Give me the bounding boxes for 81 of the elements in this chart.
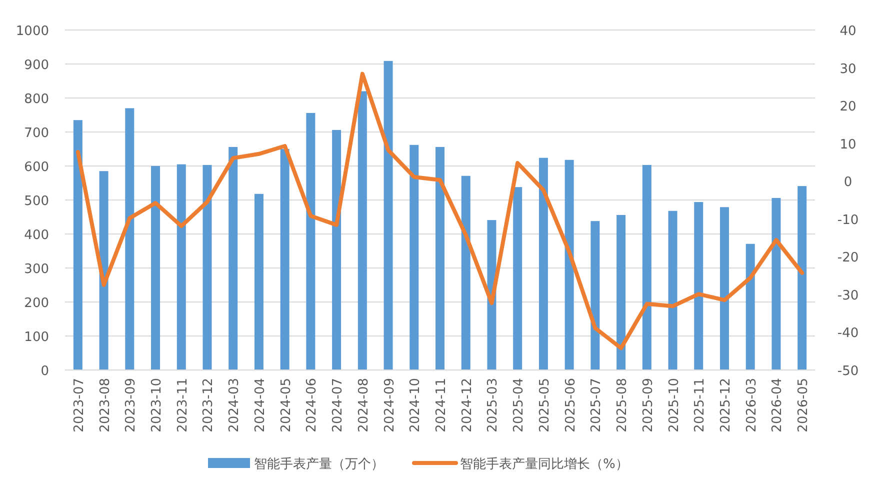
bar <box>668 210 678 370</box>
x-tick-label: 2025-03 <box>486 378 501 432</box>
y2-tick-label: -40 <box>837 326 859 342</box>
bar <box>202 164 212 370</box>
x-tick-label: 2023-10 <box>150 378 165 432</box>
y-tick-label: 900 <box>24 58 49 73</box>
x-tick-label: 2025-07 <box>589 378 604 432</box>
y-tick-label: 600 <box>24 160 49 175</box>
bar <box>564 160 574 370</box>
bar <box>694 202 704 370</box>
x-tick-label: 2026-05 <box>796 378 812 432</box>
bar <box>73 120 82 370</box>
bar <box>798 186 807 370</box>
legend-label: 智能手表产量同比增长（%） <box>460 457 628 472</box>
x-tick-label: 2023-12 <box>201 378 216 432</box>
bar <box>590 221 600 370</box>
y-tick-label: 800 <box>24 92 49 107</box>
x-tick-label: 2025-08 <box>615 378 630 432</box>
x-tick-label: 2023-08 <box>98 378 113 432</box>
y2-tick-label: 30 <box>840 62 856 77</box>
x-tick-label: 2026-03 <box>744 378 760 432</box>
bar <box>151 166 160 370</box>
bar <box>332 130 342 370</box>
bar <box>125 108 134 370</box>
bar <box>720 207 729 370</box>
bar <box>513 187 522 370</box>
x-tick-label: 2025-05 <box>537 378 552 432</box>
bar <box>746 244 755 370</box>
bar <box>642 164 652 370</box>
x-tick-label: 2024-03 <box>227 378 242 432</box>
y-tick-label: 300 <box>24 262 49 277</box>
x-tick-label: 2026-04 <box>770 378 786 432</box>
bar <box>538 158 548 370</box>
bar <box>254 194 264 370</box>
x-tick-label: 2025-12 <box>718 378 734 432</box>
x-tick-label: 2023-09 <box>124 378 139 432</box>
y-tick-label: 400 <box>24 228 49 243</box>
x-tick-label: 2024-10 <box>408 378 424 432</box>
y-tick-label: 100 <box>24 330 49 345</box>
x-tick-label: 2024-04 <box>252 378 268 432</box>
bar <box>461 176 470 370</box>
y-tick-label: 1000 <box>16 24 49 39</box>
bar <box>99 171 108 370</box>
x-tick-label: 2024-08 <box>356 378 372 432</box>
bar <box>306 112 316 370</box>
y2-tick-label: 0 <box>844 175 852 190</box>
x-tick-label: 2024-06 <box>304 378 320 432</box>
bar <box>358 91 367 370</box>
x-tick-label: 2024-11 <box>434 378 449 432</box>
bar <box>772 198 781 370</box>
x-tick-label: 2025-09 <box>640 378 656 432</box>
x-tick-label: 2025-04 <box>512 378 527 432</box>
x-tick-label: 2024-05 <box>278 378 294 432</box>
x-tick-label: 2024-09 <box>382 378 398 432</box>
bar <box>616 214 626 370</box>
x-tick-label: 2024-12 <box>460 378 475 432</box>
y2-tick-label: -50 <box>837 364 859 379</box>
x-tick-label: 2023-07 <box>72 378 87 432</box>
y2-tick-label: 40 <box>840 24 856 39</box>
y2-tick-label: -10 <box>837 212 859 228</box>
bar <box>410 144 419 370</box>
y2-tick-label: -30 <box>837 288 859 304</box>
bar <box>176 164 186 370</box>
bar <box>228 146 238 370</box>
y-tick-label: 500 <box>24 194 49 209</box>
line-series <box>76 72 804 350</box>
x-tick-label: 2025-11 <box>692 378 708 432</box>
x-tick-label: 2023-11 <box>175 378 190 432</box>
bar <box>436 146 444 370</box>
y2-tick-label: -20 <box>837 250 859 266</box>
x-tick-label: 2024-07 <box>330 378 346 432</box>
y-tick-label: 200 <box>24 296 49 311</box>
x-tick-label: 2025-06 <box>563 378 578 432</box>
legend-label: 智能手表产量（万个） <box>254 457 384 472</box>
bar <box>384 60 393 370</box>
y-tick-label: 0 <box>40 364 49 379</box>
bar <box>280 149 290 370</box>
y2-tick-label: 10 <box>840 137 856 152</box>
y2-tick-label: 20 <box>840 100 856 115</box>
y-tick-label: 700 <box>24 126 49 141</box>
x-tick-label: 2025-10 <box>666 378 682 432</box>
